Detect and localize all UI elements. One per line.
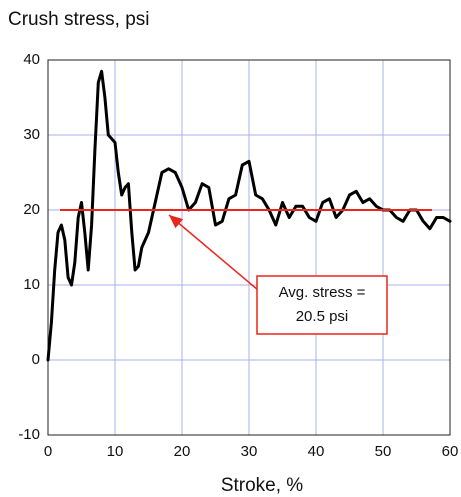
y-tick-label: 40	[23, 51, 40, 68]
data-line	[46, 69, 452, 362]
chart-title: Crush stress, psi	[8, 9, 149, 30]
annotation-text: 20.5 psi	[296, 308, 349, 325]
y-tick-label: 0	[32, 351, 40, 368]
x-tick-label: 20	[174, 443, 191, 460]
x-tick-label: 30	[241, 443, 258, 460]
annotation-box	[256, 275, 388, 335]
x-tick-label: 0	[44, 443, 52, 460]
plot-frame	[47, 59, 451, 436]
y-tick-label: 10	[23, 276, 40, 293]
annotation-arrow	[168, 214, 259, 291]
x-axis-label: Stroke, %	[221, 475, 303, 496]
y-tick-label: -10	[18, 426, 40, 443]
y-tick-label: 30	[23, 126, 40, 143]
x-tick-label: 40	[308, 443, 325, 460]
x-tick-label: 60	[442, 443, 459, 460]
x-tick-label: 50	[375, 443, 392, 460]
annotation-text: Avg. stress =	[279, 284, 366, 301]
y-tick-label: 20	[23, 201, 40, 218]
x-tick-label: 10	[107, 443, 124, 460]
